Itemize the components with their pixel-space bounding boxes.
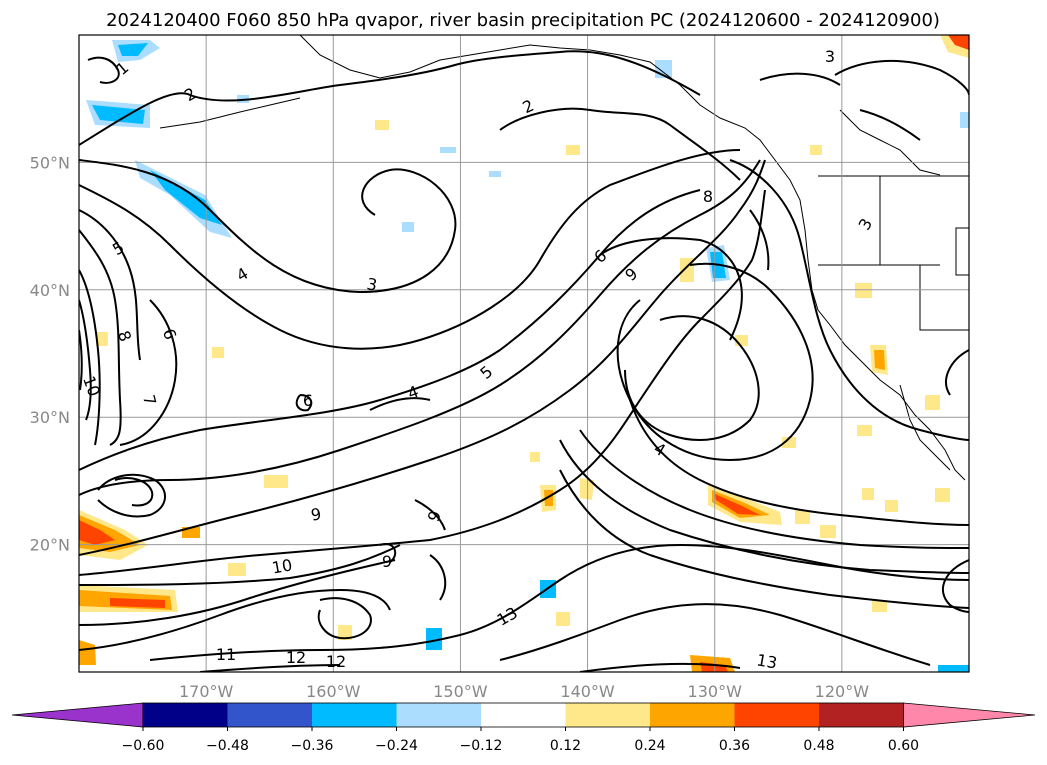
colorbar-tick-label: 0.24 <box>634 738 665 754</box>
contour-label: 6 <box>303 391 313 410</box>
contour-label: 9 <box>382 552 392 571</box>
chart-title: 2024120400 F060 850 hPa qvapor, river ba… <box>106 10 940 31</box>
colorbar-bin <box>143 703 228 727</box>
contour-label: 13 <box>755 650 778 672</box>
lat-tick-label: 20°N <box>30 536 70 555</box>
lat-tick-label: 30°N <box>30 408 70 427</box>
lon-tick-label: 130°W <box>688 682 743 701</box>
contour-label: 10 <box>270 555 293 577</box>
colorbar-extend-high <box>903 702 1036 728</box>
graticule <box>79 35 969 672</box>
colorbar-tick-label: 0.36 <box>719 738 750 754</box>
contour-label: 3 <box>825 47 835 66</box>
colorbar-bin <box>819 703 904 727</box>
colorbar-bin <box>312 703 397 727</box>
pc-shading <box>79 35 969 672</box>
colorbar-tick-label: −0.12 <box>460 738 503 754</box>
lat-tick-label: 40°N <box>30 281 70 300</box>
contour-label: 8 <box>703 187 713 206</box>
colorbar-tick-label: 0.60 <box>888 738 919 754</box>
lon-tick-label: 160°W <box>306 682 361 701</box>
lon-tick-labels: 170°W 160°W 150°W 140°W 130°W 120°W <box>179 682 869 701</box>
colorbar-tick-label: 0.48 <box>803 738 834 754</box>
contour-label: 9 <box>309 504 322 524</box>
map-frame <box>78 34 970 673</box>
lat-tick-label: 50°N <box>30 153 70 172</box>
colorbar-bin <box>734 703 820 727</box>
lon-tick-label: 140°W <box>560 682 615 701</box>
contour-label: 11 <box>216 645 236 664</box>
contour-label: 12 <box>326 652 346 671</box>
colorbar-bin <box>481 703 566 727</box>
colorbar-bin <box>650 703 735 727</box>
colorbar-tick-label: 0.12 <box>550 738 581 754</box>
colorbar-bin <box>227 703 313 727</box>
colorbar-tick-label: −0.60 <box>122 738 165 754</box>
contour-label: 3 <box>365 274 378 294</box>
lon-tick-label: 150°W <box>433 682 488 701</box>
contour-label: 12 <box>286 648 306 667</box>
colorbar-bin <box>565 703 651 727</box>
colorbar-tick-label: −0.36 <box>291 738 334 754</box>
colorbar-tick-label: −0.48 <box>206 738 249 754</box>
colorbar-bin <box>396 703 482 727</box>
colorbar-frame <box>142 702 904 728</box>
contour-label: 7 <box>139 393 160 408</box>
qvapor-contours <box>79 50 969 672</box>
colorbar-extend-low <box>11 702 144 728</box>
colorbar: −0.60 −0.48 −0.36 −0.24 −0.12 0.12 0.24 0.36 0.4… <box>11 702 1036 754</box>
lat-tick-labels: 50°N 40°N 30°N 20°N <box>30 153 70 554</box>
lon-tick-label: 120°W <box>815 682 870 701</box>
colorbar-tick-label: −0.24 <box>375 738 418 754</box>
lon-tick-label: 170°W <box>179 682 234 701</box>
